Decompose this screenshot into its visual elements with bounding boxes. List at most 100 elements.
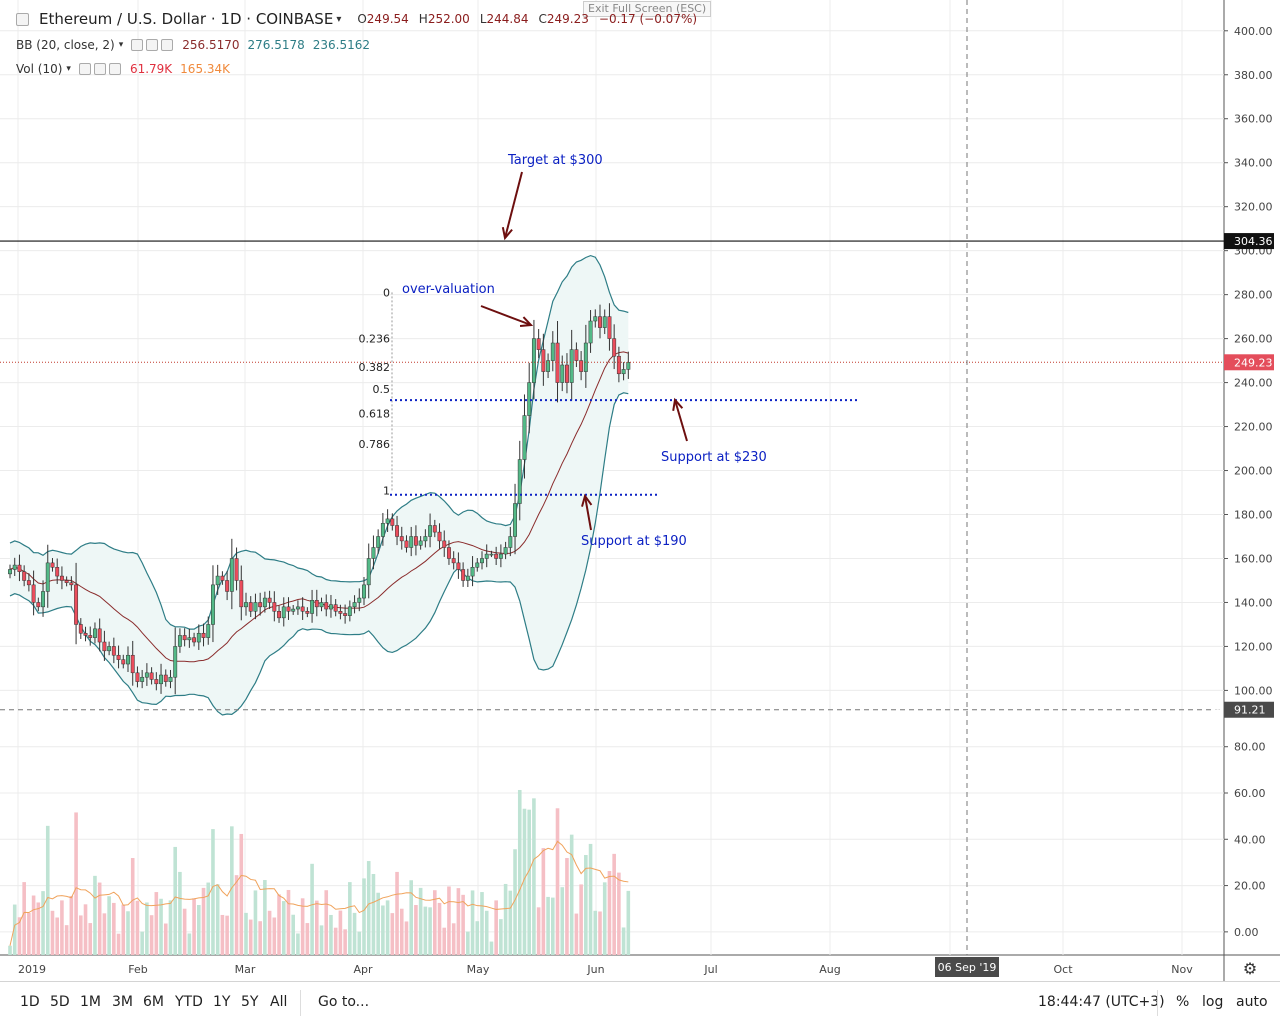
- volume-bar: [508, 890, 513, 955]
- volume-bar: [296, 933, 300, 955]
- price-tick-label: 400.00: [1234, 25, 1273, 38]
- volume-bar: [267, 910, 272, 955]
- volume-bar: [343, 929, 347, 955]
- candle-body: [324, 602, 329, 610]
- candle-body: [513, 503, 517, 537]
- candle-body: [550, 342, 555, 361]
- timeframe-all[interactable]: All: [270, 994, 288, 1010]
- candle-body: [168, 676, 173, 682]
- chevron-down-icon[interactable]: ▾: [118, 40, 124, 50]
- price-tick-label: 260.00: [1234, 333, 1273, 346]
- volume-bar: [409, 880, 413, 955]
- goto-date-button[interactable]: Go to...: [318, 994, 370, 1010]
- close-icon[interactable]: [108, 63, 121, 75]
- candle-body: [215, 575, 220, 586]
- last-price-tag: [1224, 354, 1274, 371]
- fib-level-label: 0.382: [359, 361, 391, 374]
- chevron-down-icon[interactable]: ▾: [336, 13, 342, 25]
- gear-icon[interactable]: [93, 63, 106, 75]
- volume-bar: [27, 912, 31, 955]
- candle-body: [409, 536, 414, 548]
- candle-body: [598, 316, 602, 328]
- volume-bar: [551, 897, 555, 955]
- candle-body: [192, 637, 197, 643]
- interval-label[interactable]: 1D: [220, 10, 242, 28]
- close-icon[interactable]: [161, 39, 174, 51]
- clock-timezone[interactable]: 18:44:47 (UTC+3): [1038, 994, 1165, 1010]
- candle-body: [41, 591, 45, 608]
- candle-body: [93, 628, 97, 638]
- candle-body: [88, 635, 93, 638]
- volume-bar: [385, 900, 390, 955]
- timeframe-1d[interactable]: 1D: [20, 994, 40, 1010]
- volume-bar: [607, 870, 612, 955]
- collapse-icon[interactable]: [16, 12, 29, 26]
- volume-bar: [617, 872, 621, 955]
- candle-body: [399, 536, 404, 542]
- log-scale-toggle[interactable]: log: [1202, 994, 1224, 1010]
- bb-legend: BB (20, close, 2) ▾ 256.5170 276.5178 23…: [16, 38, 370, 52]
- annotation-support-190: Support at $190: [581, 534, 687, 549]
- candle-body: [470, 567, 475, 577]
- candle-body: [206, 624, 211, 638]
- candle-body: [45, 562, 50, 592]
- exit-fullscreen-button[interactable]: Exit Full Screen (ESC): [583, 1, 712, 17]
- timeframe-3m[interactable]: 3M: [112, 994, 133, 1010]
- chevron-down-icon[interactable]: ▾: [66, 64, 71, 74]
- volume-bar: [522, 808, 527, 955]
- timeframe-6m[interactable]: 6M: [143, 994, 164, 1010]
- price-tick-label: 120.00: [1234, 640, 1273, 653]
- arrow-overvaluation: [480, 305, 532, 326]
- volume-bar: [442, 927, 447, 955]
- bb-label[interactable]: BB (20, close, 2): [16, 38, 115, 52]
- candle-body: [267, 597, 272, 603]
- volume-bar: [50, 910, 55, 955]
- price-chart[interactable]: 100.00120.00140.00160.00180.00200.00220.…: [0, 0, 1280, 981]
- eye-icon[interactable]: [78, 63, 91, 75]
- candle-body: [258, 602, 263, 608]
- volume-bar: [451, 923, 456, 955]
- timeframe-1m[interactable]: 1M: [80, 994, 101, 1010]
- candle-body: [541, 349, 546, 372]
- volume-bar: [107, 896, 111, 955]
- eye-icon[interactable]: [131, 39, 144, 51]
- annotation-target: Target at $300: [507, 153, 603, 168]
- volume-bar: [456, 888, 461, 955]
- vol-label[interactable]: Vol (10): [16, 62, 63, 76]
- symbol-name[interactable]: Ethereum / U.S. Dollar: [39, 10, 207, 28]
- volume-bar: [517, 789, 522, 955]
- candle-body: [107, 646, 112, 652]
- volume-bar: [173, 846, 177, 955]
- candle-body: [196, 632, 201, 643]
- volume-bar: [8, 945, 12, 955]
- candle-body: [97, 628, 102, 643]
- volume-bar: [362, 878, 366, 955]
- timeframe-ytd[interactable]: YTD: [175, 994, 203, 1010]
- percent-scale-toggle[interactable]: %: [1176, 994, 1190, 1010]
- candle-body: [579, 360, 584, 372]
- price-tick-label: 180.00: [1234, 509, 1273, 522]
- timeframe-5y[interactable]: 5Y: [241, 994, 259, 1010]
- time-tick-label: Jun: [586, 963, 604, 976]
- volume-bar: [154, 892, 159, 955]
- target-price-tag: [1224, 233, 1274, 250]
- exchange-label[interactable]: COINBASE: [255, 10, 334, 28]
- gear-icon[interactable]: [146, 39, 159, 51]
- price-tick-label: 240.00: [1234, 377, 1273, 390]
- candle-body: [531, 338, 536, 383]
- volume-bar: [145, 902, 149, 955]
- crosshair-date-label: 06 Sep '19: [938, 961, 997, 974]
- candle-body: [456, 562, 461, 570]
- candle-body: [225, 580, 230, 592]
- timeframe-1y[interactable]: 1Y: [213, 994, 231, 1010]
- candle-body: [300, 606, 305, 612]
- timeframe-5d[interactable]: 5D: [50, 994, 70, 1010]
- volume-bar: [88, 923, 93, 955]
- volume-bar: [83, 904, 88, 955]
- auto-scale-toggle[interactable]: auto: [1236, 994, 1268, 1010]
- volume-bar: [258, 921, 262, 955]
- candle-body: [588, 320, 593, 344]
- time-tick-label: Oct: [1053, 963, 1073, 976]
- candle-body: [111, 646, 116, 656]
